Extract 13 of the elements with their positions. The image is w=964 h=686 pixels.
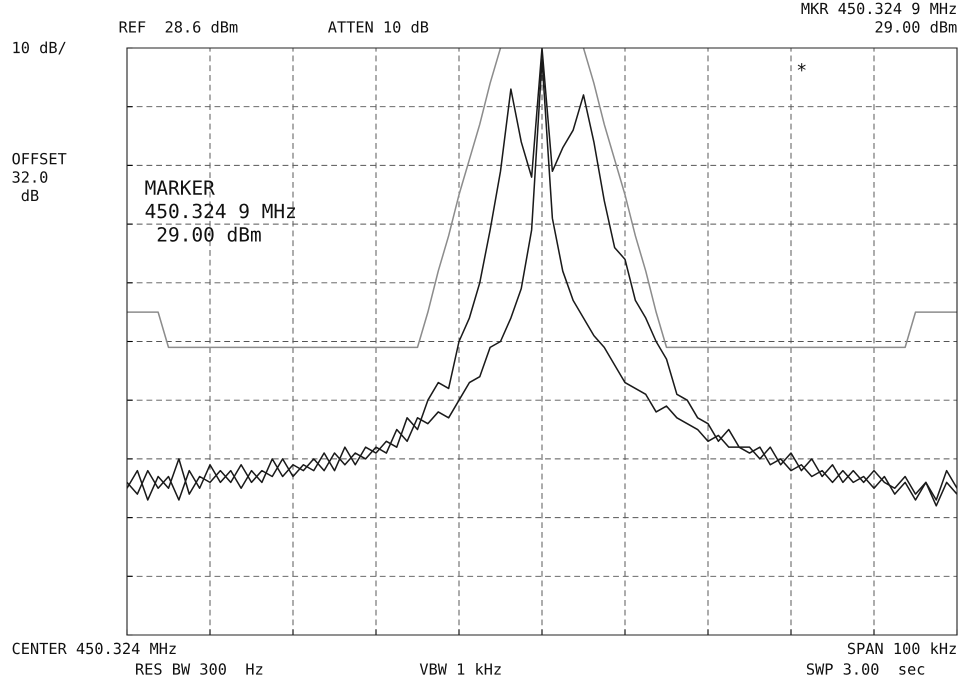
- text: REF 28.6 dBm: [120, 20, 238, 33]
- text: SPAN 100 kHz: [848, 642, 956, 654]
- text: 10 dB/: [13, 41, 66, 54]
- text: ATTEN 10 dB: [328, 20, 428, 33]
- text: 29.00 dBm: [876, 20, 957, 33]
- text: CENTER 450.324 MHz: [12, 642, 176, 654]
- text: VBW 1 kHz: [420, 662, 501, 675]
- text: MKR 450.324 9 MHz: [802, 2, 956, 14]
- annotation: *: [798, 63, 806, 72]
- text: RES BW 300 Hz: [136, 663, 262, 675]
- text: SWP 3.00 sec: [806, 663, 924, 675]
- annotation: MARKER 450.324 9 MHz 29.00 dBm: [145, 180, 295, 242]
- text: OFFSET 32.0 dB: [12, 152, 66, 202]
